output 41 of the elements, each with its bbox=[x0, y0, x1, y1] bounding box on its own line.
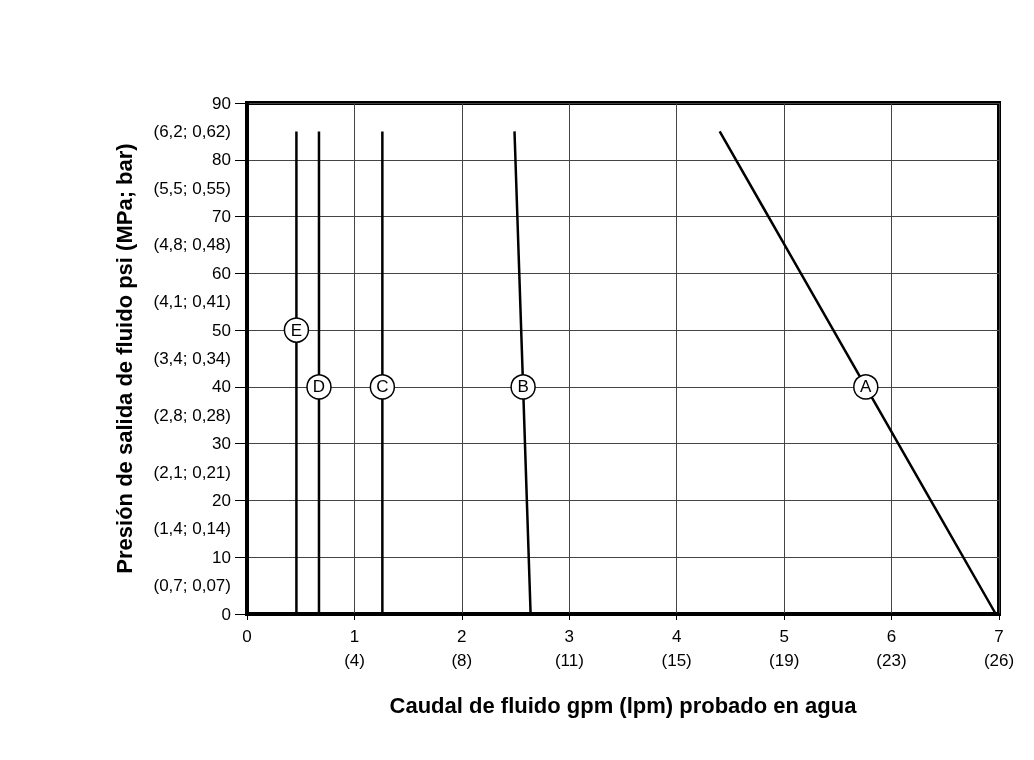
y-tick-label: 0 bbox=[221, 604, 231, 624]
x-tick-label: 0 bbox=[242, 627, 252, 646]
x-tick-label: 5 bbox=[779, 627, 789, 646]
y-tick-label: 60 bbox=[212, 263, 231, 283]
x2-tick-label: (15) bbox=[661, 651, 692, 670]
x2-tick-label: (11) bbox=[554, 651, 584, 670]
x-tick-label: 3 bbox=[564, 627, 575, 646]
y-tick-label: (3,4; 0,34) bbox=[153, 349, 231, 368]
y-tick-label: (2,1; 0,21) bbox=[153, 462, 231, 482]
y-tick-label: 50 bbox=[212, 320, 231, 340]
x2-tick-label: (4) bbox=[344, 651, 365, 670]
x2-tick-label: (26) bbox=[983, 651, 1015, 670]
y-tick-label: (0,7; 0,07) bbox=[153, 576, 231, 596]
y-tick-label: 90 bbox=[212, 93, 231, 113]
y-tick-label: (5,5; 0,55) bbox=[153, 178, 231, 198]
y-tick-label: 30 bbox=[212, 434, 231, 454]
annotation: E bbox=[290, 320, 303, 340]
x-tick-label: 2 bbox=[457, 627, 467, 646]
x-tick-label: 7 bbox=[994, 627, 1004, 646]
y-tick-label: (4,1; 0,41) bbox=[153, 292, 231, 312]
y-tick-label: 80 bbox=[212, 150, 231, 170]
annotation: A bbox=[860, 377, 873, 397]
annotation: B bbox=[517, 377, 529, 397]
y-tick-label: 20 bbox=[212, 490, 231, 510]
y-tick-label: (4,8; 0,48) bbox=[153, 235, 231, 255]
annotation: D bbox=[312, 377, 326, 397]
x-axis-title: Caudal de fluido gpm (lpm) probado en agua bbox=[389, 692, 858, 718]
y-tick-label: (6,2; 0,62) bbox=[153, 121, 231, 141]
y-tick-label: (2,8; 0,28) bbox=[153, 405, 231, 425]
y-tick-label: 40 bbox=[212, 377, 231, 397]
x-tick-label: 1 bbox=[349, 627, 360, 646]
y-tick-label: 70 bbox=[212, 207, 231, 227]
x-tick-label: 4 bbox=[671, 627, 682, 646]
x2-tick-label: (19) bbox=[769, 651, 800, 670]
y-tick-label: 10 bbox=[212, 547, 231, 567]
x2-tick-label: (23) bbox=[876, 651, 907, 670]
annotation: C bbox=[376, 377, 389, 397]
x2-tick-label: (8) bbox=[451, 651, 473, 670]
y-axis-title: Presión de salida de fluido psi (MPa; bar) bbox=[111, 143, 137, 574]
x-tick-label: 6 bbox=[886, 627, 897, 646]
y-tick-label: (1,4; 0,14) bbox=[153, 519, 231, 539]
